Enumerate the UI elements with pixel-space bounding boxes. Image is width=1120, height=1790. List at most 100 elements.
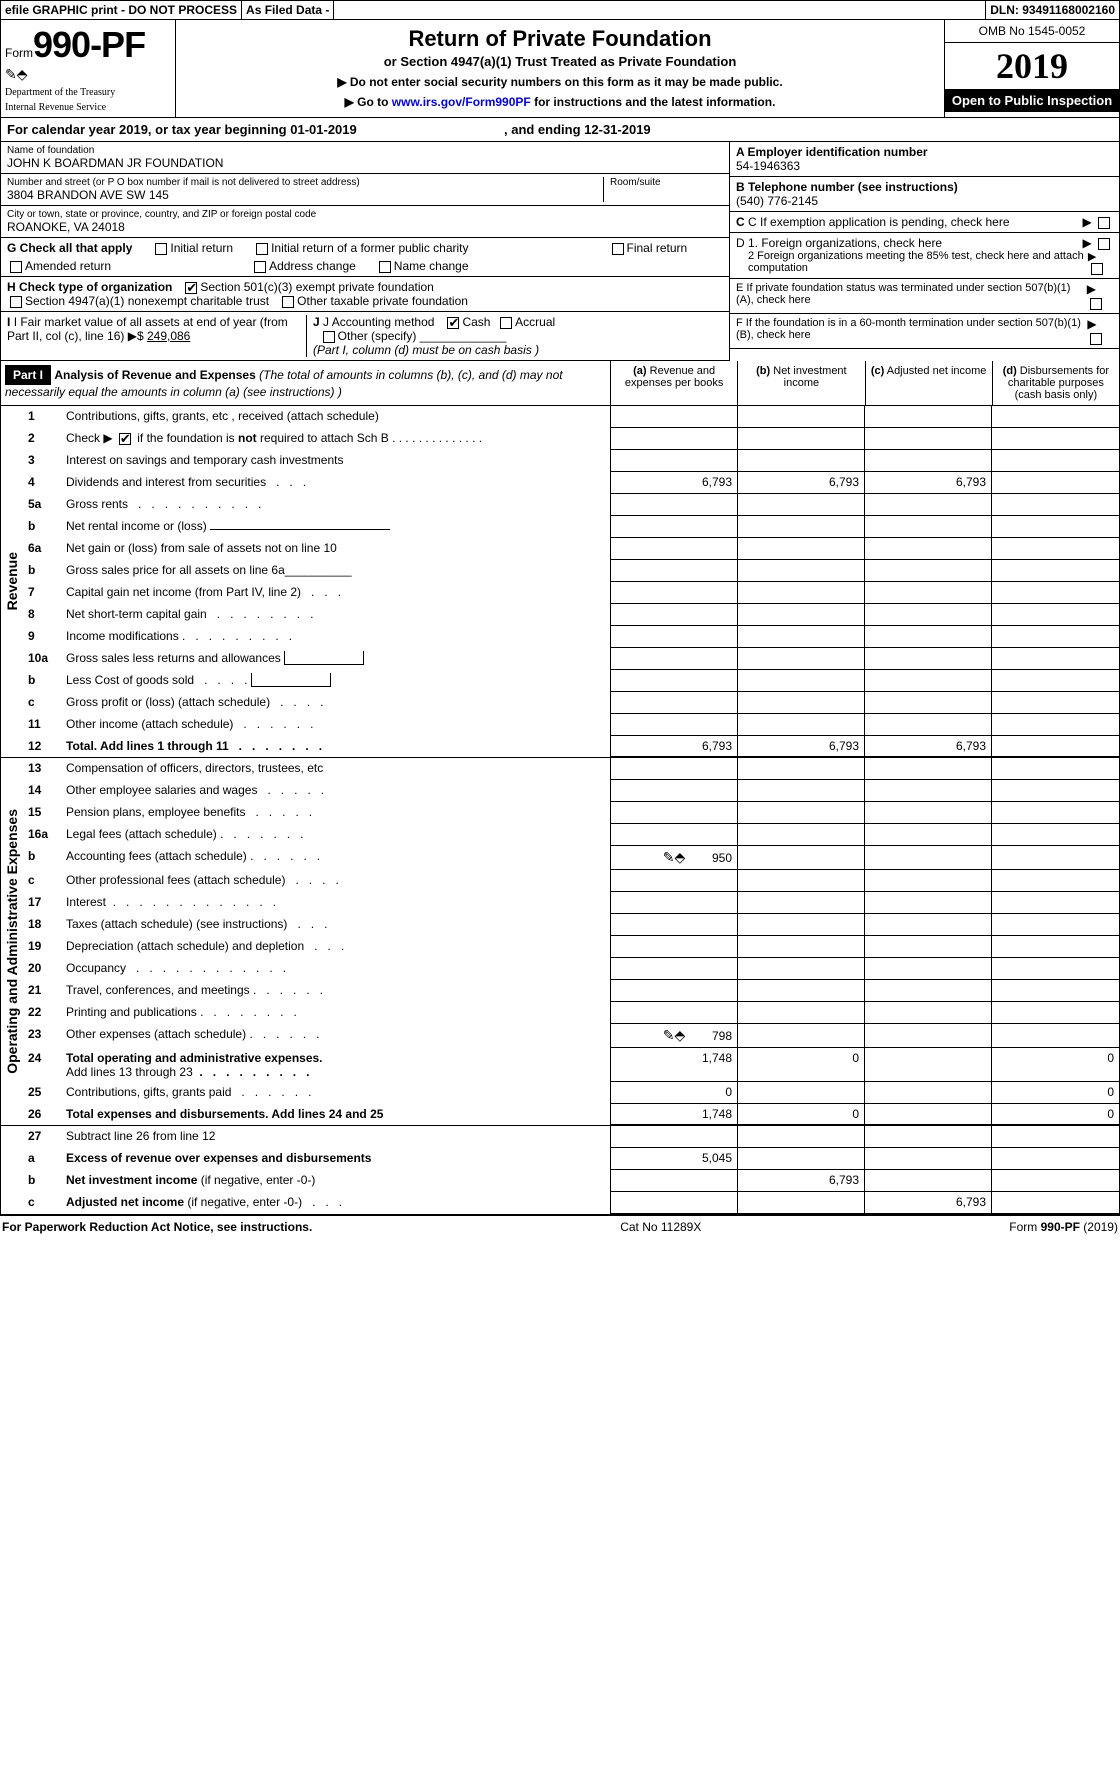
line-22: Printing and publications . . . . . . . … <box>62 1002 611 1024</box>
phone-value: (540) 776-2145 <box>736 194 1113 208</box>
line-27c: Adjusted net income (if negative, enter … <box>62 1192 611 1214</box>
j-note: (Part I, column (d) must be on cash basi… <box>313 343 539 357</box>
dept-irs: Internal Revenue Service <box>5 102 171 113</box>
as-filed: As Filed Data - <box>242 1 334 19</box>
omb-number: OMB No 1545-0052 <box>945 20 1119 43</box>
line-11: Other income (attach schedule) . . . . .… <box>62 714 611 736</box>
line-21: Travel, conferences, and meetings . . . … <box>62 980 611 1002</box>
pencil-icon: ✎⬘ <box>5 66 171 83</box>
g-label: G Check all that apply <box>7 241 132 255</box>
name-label: Name of foundation <box>7 145 723 156</box>
open-public-badge: Open to Public Inspection <box>945 89 1119 112</box>
line-6a: Net gain or (loss) from sale of assets n… <box>62 538 611 560</box>
form-header: Form990-PF ✎⬘ Department of the Treasury… <box>0 20 1120 118</box>
line-13: Compensation of officers, directors, tru… <box>62 758 611 780</box>
line-4: Dividends and interest from securities .… <box>62 472 611 494</box>
form-title: Return of Private Foundation <box>182 26 938 52</box>
section-g: G Check all that apply Initial return In… <box>1 238 729 277</box>
line-6b: Gross sales price for all assets on line… <box>62 560 611 582</box>
line-23: Other expenses (attach schedule) . . . .… <box>62 1024 611 1048</box>
line-27-section: 27Subtract line 26 from line 12 aExcess … <box>0 1126 1120 1216</box>
line-17: Interest . . . . . . . . . . . . . <box>62 892 611 914</box>
line-10b: Less Cost of goods sold . . . . <box>62 670 611 692</box>
line-10a: Gross sales less returns and allowances <box>62 648 611 670</box>
l23-a: ✎⬘ 798 <box>611 1024 738 1048</box>
addr-label: Number and street (or P O box number if … <box>7 177 603 188</box>
chk-501c3[interactable] <box>185 282 197 294</box>
irs-link[interactable]: www.irs.gov/Form990PF <box>392 95 531 109</box>
line-5b: Net rental income or (loss) <box>62 516 611 538</box>
col-c-header: (c) Adjusted net income <box>866 361 993 405</box>
dept-treasury: Department of the Treasury <box>5 87 171 98</box>
fmv-value: 249,086 <box>147 329 190 343</box>
footer-cat: Cat No 11289X <box>620 1220 701 1234</box>
top-bar: efile GRAPHIC print - DO NOT PROCESS As … <box>0 0 1120 20</box>
efile-notice: efile GRAPHIC print - DO NOT PROCESS <box>1 1 242 19</box>
form-prefix: Form <box>5 46 33 60</box>
opexp-label: Operating and Administrative Expenses <box>4 809 20 1074</box>
chk-address[interactable] <box>254 261 266 273</box>
chk-cash[interactable] <box>447 317 459 329</box>
city-label: City or town, state or province, country… <box>7 209 723 220</box>
line-9: Income modifications . . . . . . . . . <box>62 626 611 648</box>
line-5a: Gross rents . . . . . . . . . . <box>62 494 611 516</box>
col-d-header: (d) Disbursements for charitable purpose… <box>993 361 1119 405</box>
d2-label: 2 Foreign organizations meeting the 85% … <box>748 250 1088 275</box>
form-number: 990-PF <box>33 24 145 65</box>
a-label: A Employer identification number <box>736 145 1113 159</box>
expenses-section: Operating and Administrative Expenses 13… <box>0 758 1120 1126</box>
section-h: H Check type of organization Section 501… <box>1 277 729 312</box>
line-18: Taxes (attach schedule) (see instruction… <box>62 914 611 936</box>
chk-c[interactable] <box>1098 217 1110 229</box>
chk-4947[interactable] <box>10 296 22 308</box>
chk-final[interactable] <box>612 243 624 255</box>
entity-info: Name of foundation JOHN K BOARDMAN JR FO… <box>0 142 1120 361</box>
f-label: F If the foundation is in a 60-month ter… <box>736 317 1087 345</box>
street-address: 3804 BRANDON AVE SW 145 <box>7 188 603 202</box>
instr-link: ▶ Go to www.irs.gov/Form990PF for instru… <box>182 95 938 109</box>
chk-initial[interactable] <box>155 243 167 255</box>
chk-initial-former[interactable] <box>256 243 268 255</box>
instr-ssn: ▶ Do not enter social security numbers o… <box>182 75 938 89</box>
pencil-icon-23: ✎⬘ <box>663 1027 686 1043</box>
line-27: Subtract line 26 from line 12 <box>62 1126 611 1148</box>
chk-amended[interactable] <box>10 261 22 273</box>
line-19: Depreciation (attach schedule) and deple… <box>62 936 611 958</box>
room-label: Room/suite <box>610 177 723 188</box>
chk-other-method[interactable] <box>323 331 335 343</box>
form-subtitle: or Section 4947(a)(1) Trust Treated as P… <box>182 54 938 69</box>
chk-schb[interactable] <box>119 433 131 445</box>
line-2: Check ▶ if the foundation is not require… <box>62 428 611 450</box>
d1-label: D 1. Foreign organizations, check here <box>736 236 942 250</box>
line-15: Pension plans, employee benefits . . . .… <box>62 802 611 824</box>
chk-other-tax[interactable] <box>282 296 294 308</box>
col-b-header: (b) Net investment income <box>738 361 865 405</box>
line-3: Interest on savings and temporary cash i… <box>62 450 611 472</box>
revenue-label: Revenue <box>4 552 20 610</box>
part1-header: Part I Analysis of Revenue and Expenses … <box>0 361 1120 406</box>
footer-left: For Paperwork Reduction Act Notice, see … <box>2 1220 312 1234</box>
line-8: Net short-term capital gain . . . . . . … <box>62 604 611 626</box>
l4-a: 6,793 <box>611 472 738 494</box>
part1-title: Analysis of Revenue and Expenses <box>54 368 255 382</box>
line-16c: Other professional fees (attach schedule… <box>62 870 611 892</box>
line-14: Other employee salaries and wages . . . … <box>62 780 611 802</box>
line-24: Total operating and administrative expen… <box>62 1048 611 1082</box>
line-16b: Accounting fees (attach schedule) . . . … <box>62 846 611 870</box>
chk-d1[interactable] <box>1098 238 1110 250</box>
line-7: Capital gain net income (from Part IV, l… <box>62 582 611 604</box>
line-20: Occupancy . . . . . . . . . . . . <box>62 958 611 980</box>
foundation-name: JOHN K BOARDMAN JR FOUNDATION <box>7 156 723 170</box>
chk-accrual[interactable] <box>500 317 512 329</box>
line-16a: Legal fees (attach schedule) . . . . . .… <box>62 824 611 846</box>
line-10c: Gross profit or (loss) (attach schedule)… <box>62 692 611 714</box>
e-label: E If private foundation status was termi… <box>736 282 1087 310</box>
chk-f[interactable] <box>1090 333 1102 345</box>
revenue-section: Revenue 1Contributions, gifts, grants, e… <box>0 406 1120 758</box>
l16b-a: ✎⬘ 950 <box>611 846 738 870</box>
chk-e[interactable] <box>1090 298 1102 310</box>
chk-d2[interactable] <box>1091 263 1103 275</box>
chk-name[interactable] <box>379 261 391 273</box>
part1-badge: Part I <box>5 365 51 385</box>
line-25: Contributions, gifts, grants paid . . . … <box>62 1082 611 1104</box>
